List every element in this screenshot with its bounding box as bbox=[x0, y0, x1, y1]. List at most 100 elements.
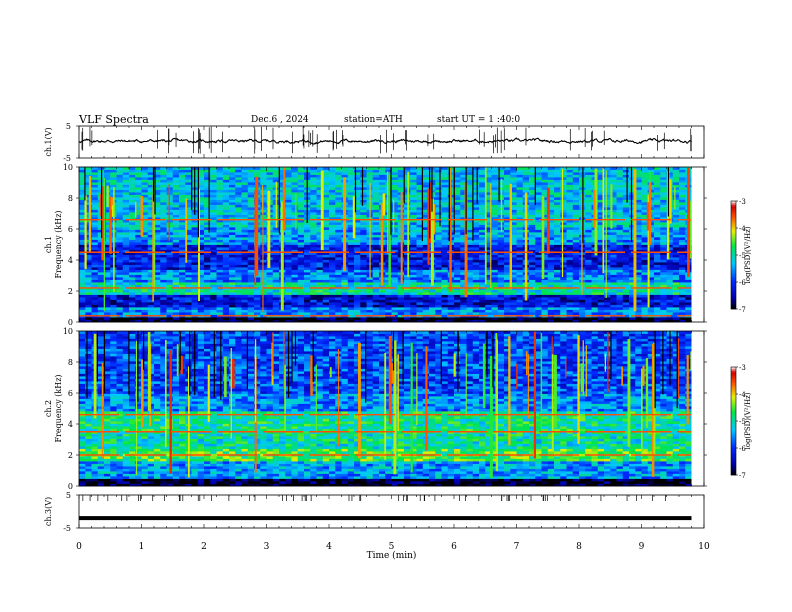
spectrogram-cell bbox=[341, 282, 349, 285]
spectrogram-cell bbox=[179, 239, 186, 243]
spectrogram-cell bbox=[504, 304, 511, 308]
spectrogram-cell bbox=[172, 214, 180, 218]
spectrogram-cell bbox=[572, 257, 580, 260]
spectrogram-cell bbox=[260, 214, 267, 218]
spectrogram-cell bbox=[541, 319, 549, 323]
spectrogram-cell bbox=[160, 254, 167, 258]
spectrogram-cell bbox=[241, 202, 249, 205]
spectrogram-cell bbox=[547, 259, 555, 263]
spectrogram-cell bbox=[416, 234, 424, 238]
spectrogram-cell bbox=[341, 302, 349, 305]
spectrogram-cell bbox=[479, 237, 486, 240]
spectrogram-cell bbox=[441, 299, 449, 303]
spectrogram-cell bbox=[560, 309, 567, 313]
spectrogram-cell bbox=[666, 242, 674, 245]
spectrogram-cell bbox=[197, 224, 205, 228]
spectrogram-cell bbox=[529, 207, 536, 210]
spectrogram-cell bbox=[685, 307, 692, 310]
spectrogram-cell bbox=[566, 217, 574, 220]
spectrogram-cell bbox=[610, 299, 617, 303]
spectrogram-cell bbox=[322, 289, 330, 293]
spectrogram-cell bbox=[391, 257, 399, 260]
spectrogram-cell bbox=[197, 217, 205, 220]
spectrogram-cell bbox=[660, 249, 667, 253]
spectrogram-cell bbox=[479, 252, 486, 255]
spectrogram-cell bbox=[447, 319, 455, 323]
spectrogram-cell bbox=[572, 249, 580, 253]
spectrogram-cell bbox=[260, 219, 267, 223]
spectrogram-cell bbox=[416, 232, 424, 235]
spectrogram-cell bbox=[404, 282, 411, 285]
spectrogram-cell bbox=[241, 284, 249, 288]
spectrogram-cell bbox=[122, 252, 130, 255]
spectrogram-cell bbox=[185, 259, 192, 263]
spectrogram-cell bbox=[147, 229, 155, 233]
spectrogram-cell bbox=[322, 217, 330, 220]
spectrogram-cell bbox=[260, 224, 267, 228]
spectrogram-cell bbox=[129, 312, 136, 315]
spectrogram-cell bbox=[185, 242, 192, 245]
spectrogram-cell bbox=[141, 234, 149, 238]
spectrogram-cell bbox=[435, 269, 442, 273]
spectrogram-cell bbox=[335, 247, 342, 250]
spectrogram-cell bbox=[91, 229, 99, 233]
spectrogram-cell bbox=[129, 252, 136, 255]
spectrogram-cell bbox=[285, 302, 292, 305]
spectrogram-cell bbox=[672, 317, 680, 320]
spectrogram-cell bbox=[322, 297, 330, 300]
spectrogram-cell bbox=[79, 297, 86, 300]
spectrogram-cell bbox=[154, 212, 161, 215]
spectrogram-cell bbox=[435, 264, 442, 268]
spectrogram-cell bbox=[629, 284, 636, 288]
spectrogram-cell bbox=[510, 222, 517, 225]
spectrogram-cell bbox=[629, 282, 636, 285]
spectrogram-cell bbox=[460, 274, 467, 278]
spectrogram-cell bbox=[335, 254, 342, 258]
spectrogram-cell bbox=[541, 217, 549, 220]
spectrogram-cell bbox=[466, 249, 474, 253]
spectrogram-cell bbox=[554, 269, 561, 273]
spectrogram-cell bbox=[635, 219, 642, 223]
spectrogram-cell bbox=[147, 307, 155, 310]
spectrogram-cell bbox=[229, 279, 236, 283]
spectrogram-cell bbox=[485, 199, 492, 203]
spectrogram-cell bbox=[329, 302, 336, 305]
spectrogram-cell bbox=[229, 292, 236, 295]
spectrogram-cell bbox=[260, 239, 267, 243]
spectrogram-cell bbox=[335, 229, 342, 233]
spectrogram-cell bbox=[229, 257, 236, 260]
spectrogram-cell bbox=[335, 242, 342, 245]
spectrogram-cell bbox=[222, 249, 230, 253]
spectrogram-cell bbox=[185, 207, 192, 210]
spectrogram-cell bbox=[397, 309, 405, 313]
spectrogram-cell bbox=[254, 314, 261, 318]
spectrogram-cell bbox=[635, 262, 642, 265]
spectrogram-cell bbox=[341, 297, 349, 300]
spectrogram-cell bbox=[210, 292, 217, 295]
spectrogram-cell bbox=[97, 239, 105, 243]
spectrogram-cell bbox=[479, 244, 486, 248]
spectrogram-cell bbox=[97, 237, 105, 240]
spectrogram-cell bbox=[135, 209, 142, 213]
spectrogram-cell bbox=[466, 289, 474, 293]
spectrogram-cell bbox=[391, 264, 399, 268]
spectrogram-cell bbox=[497, 277, 505, 280]
spectrogram-cell bbox=[347, 209, 355, 213]
spectrogram-cell bbox=[510, 304, 517, 308]
spectrogram-cell bbox=[422, 319, 430, 323]
spectrogram-cell bbox=[466, 292, 474, 295]
spectrogram-cell bbox=[466, 312, 474, 315]
spectrogram-cell bbox=[104, 267, 111, 270]
spectrogram-cell bbox=[510, 279, 517, 283]
spectrogram-cell bbox=[597, 277, 605, 280]
spectrogram-cell bbox=[204, 237, 211, 240]
spectrogram-cell bbox=[679, 299, 686, 303]
spectrogram-cell bbox=[547, 319, 555, 323]
spectrogram-cell bbox=[622, 254, 630, 258]
spectrogram-cell bbox=[622, 284, 630, 288]
spectrogram-cell bbox=[79, 307, 86, 310]
spectrogram-cell bbox=[454, 244, 461, 248]
spectrogram-cell bbox=[222, 257, 230, 260]
spectrogram-cell bbox=[579, 307, 586, 310]
spectrogram-cell bbox=[372, 294, 380, 298]
